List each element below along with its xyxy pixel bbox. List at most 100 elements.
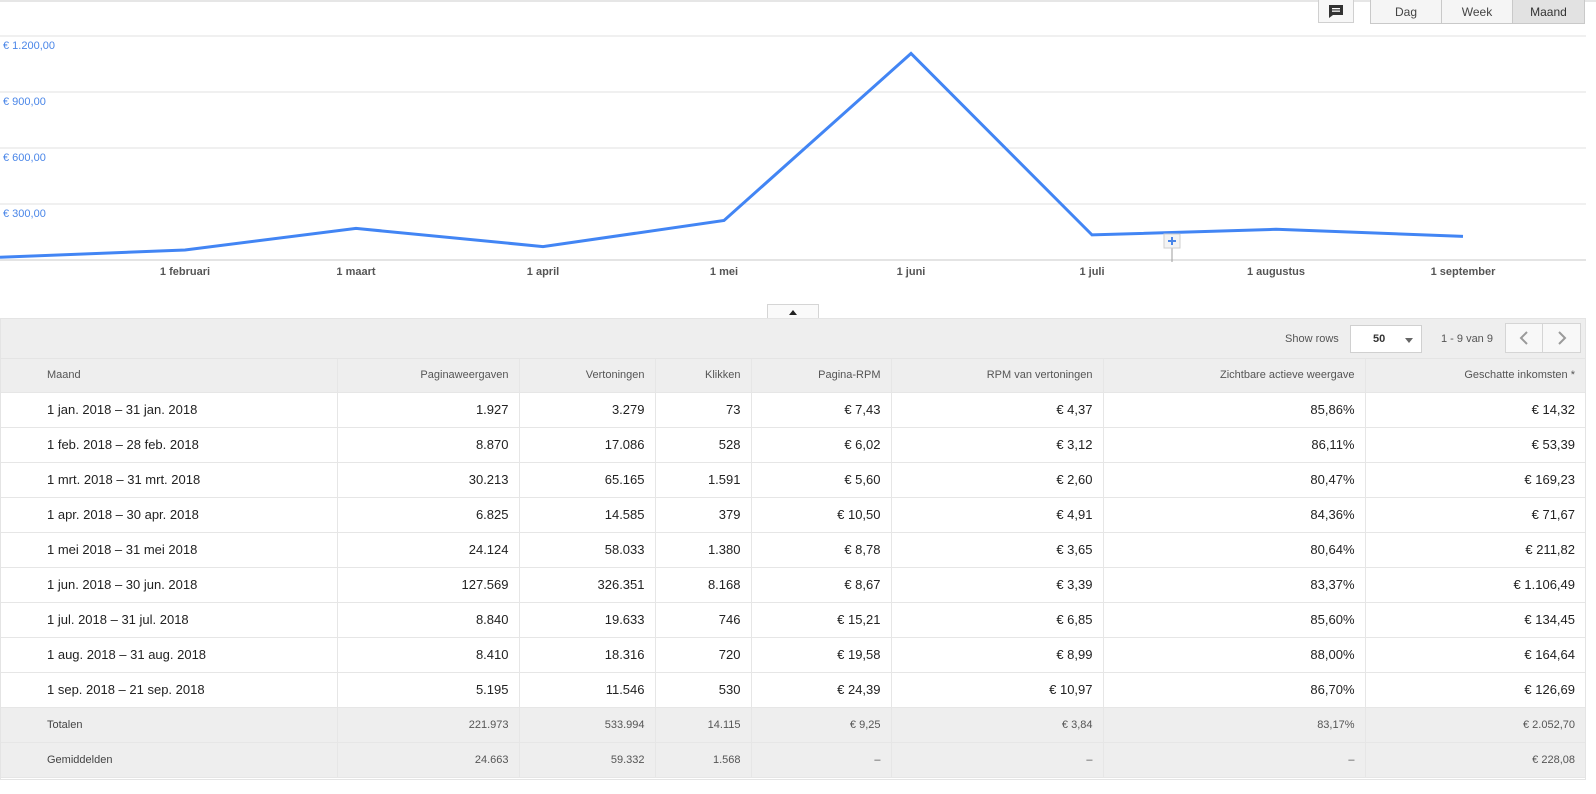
- cell-impression-rpm: € 3,65: [891, 532, 1104, 568]
- cell-pageviews: 127.569: [337, 567, 520, 603]
- cell-page-rpm: € 5,60: [751, 462, 892, 498]
- cell-month: 1 jan. 2018 – 31 jan. 2018: [1, 392, 338, 428]
- cell-month: 1 aug. 2018 – 31 aug. 2018: [1, 637, 338, 673]
- cell-month: 1 apr. 2018 – 30 apr. 2018: [1, 497, 338, 533]
- cell-month: 1 feb. 2018 – 28 feb. 2018: [1, 427, 338, 463]
- next-page-button[interactable]: [1543, 324, 1580, 352]
- cell-estimated-earnings: € 71,67: [1365, 497, 1585, 533]
- cell-clicks: 8.168: [655, 567, 752, 603]
- granularity-day-button[interactable]: Dag: [1371, 0, 1442, 23]
- table-row: 1 apr. 2018 – 30 apr. 2018 6.825 14.585 379…: [1, 497, 1585, 533]
- averages-cell: 24.663: [337, 742, 520, 778]
- cell-impressions: 58.033: [519, 532, 656, 568]
- pagination: [1505, 323, 1581, 353]
- x-tick-label: 1 augustus: [1247, 266, 1305, 278]
- cell-estimated-earnings: € 164,64: [1365, 637, 1585, 673]
- x-tick-label: 1 april: [527, 266, 559, 278]
- cell-impressions: 14.585: [519, 497, 656, 533]
- table-row: 1 jul. 2018 – 31 jul. 2018 8.840 19.633 746…: [1, 602, 1585, 638]
- cell-pageviews: 8.840: [337, 602, 520, 638]
- cell-page-rpm: € 15,21: [751, 602, 892, 638]
- cell-clicks: 379: [655, 497, 752, 533]
- table-row: 1 feb. 2018 – 28 feb. 2018 8.870 17.086 528…: [1, 427, 1585, 463]
- cell-clicks: 720: [655, 637, 752, 673]
- cell-page-rpm: € 8,78: [751, 532, 892, 568]
- cell-impressions: 3.279: [519, 392, 656, 428]
- cell-active-view-viewable: 83,37%: [1103, 567, 1366, 603]
- cell-page-rpm: € 8,67: [751, 567, 892, 603]
- cell-active-view-viewable: 80,47%: [1103, 462, 1366, 498]
- cell-impressions: 19.633: [519, 602, 656, 638]
- averages-cell: –: [891, 742, 1104, 778]
- column-header-impressions[interactable]: Vertoningen: [519, 359, 656, 393]
- cell-active-view-viewable: 84,36%: [1103, 497, 1366, 533]
- cell-impression-rpm: € 3,12: [891, 427, 1104, 463]
- chevron-left-icon: [1519, 331, 1528, 345]
- x-tick-label: 1 juli: [1079, 266, 1104, 278]
- table-row: 1 mrt. 2018 – 31 mrt. 2018 30.213 65.165 1.…: [1, 462, 1585, 498]
- averages-cell: 59.332: [519, 742, 656, 778]
- averages-row: Gemiddelden 24.663 59.332 1.568 – – – € …: [1, 742, 1585, 778]
- column-header-pageviews[interactable]: Paginaweergaven: [337, 359, 520, 393]
- revenue-line-chart: € 300,00 € 600,00 € 900,00 € 1.200,00 1 febr…: [0, 35, 1586, 278]
- cell-impressions: 65.165: [519, 462, 656, 498]
- cell-clicks: 73: [655, 392, 752, 428]
- cell-impression-rpm: € 4,37: [891, 392, 1104, 428]
- table-toolbar: Show rows 50 1 - 9 van 9: [1, 319, 1585, 359]
- cell-estimated-earnings: € 126,69: [1365, 672, 1585, 708]
- caret-up-icon: [789, 310, 797, 315]
- cell-clicks: 746: [655, 602, 752, 638]
- column-header-active-view-viewable[interactable]: Zichtbare actieve weergave: [1103, 359, 1366, 393]
- totals-cell: 533.994: [519, 707, 656, 743]
- chevron-right-icon: [1557, 331, 1566, 345]
- cell-impression-rpm: € 8,99: [891, 637, 1104, 673]
- totals-row: Totalen 221.973 533.994 14.115 € 9,25 € …: [1, 707, 1585, 743]
- cell-impression-rpm: € 6,85: [891, 602, 1104, 638]
- column-header-month[interactable]: Maand: [1, 359, 338, 393]
- plus-icon: [1168, 237, 1176, 245]
- cell-estimated-earnings: € 14,32: [1365, 392, 1585, 428]
- cell-impression-rpm: € 2,60: [891, 462, 1104, 498]
- cell-estimated-earnings: € 169,23: [1365, 462, 1585, 498]
- totals-cell: 14.115: [655, 707, 752, 743]
- cell-impressions: 18.316: [519, 637, 656, 673]
- cell-month: 1 sep. 2018 – 21 sep. 2018: [1, 672, 338, 708]
- totals-cell: 221.973: [337, 707, 520, 743]
- feedback-button[interactable]: [1318, 0, 1354, 23]
- cell-pageviews: 24.124: [337, 532, 520, 568]
- column-header-clicks[interactable]: Klikken: [655, 359, 752, 393]
- cell-impression-rpm: € 3,39: [891, 567, 1104, 603]
- cell-pageviews: 6.825: [337, 497, 520, 533]
- cell-page-rpm: € 19,58: [751, 637, 892, 673]
- cell-estimated-earnings: € 211,82: [1365, 532, 1585, 568]
- rows-per-page-select[interactable]: 50: [1350, 325, 1422, 353]
- collapse-chart-button[interactable]: [767, 304, 819, 319]
- previous-page-button[interactable]: [1506, 324, 1543, 352]
- x-tick-label: 1 mei: [710, 266, 738, 278]
- granularity-week-button[interactable]: Week: [1442, 0, 1513, 23]
- granularity-month-button[interactable]: Maand: [1513, 0, 1584, 23]
- cell-impression-rpm: € 4,91: [891, 497, 1104, 533]
- chevron-down-icon: [1405, 338, 1413, 343]
- y-tick-label: € 300,00: [3, 208, 46, 220]
- cell-page-rpm: € 6,02: [751, 427, 892, 463]
- cell-pageviews: 8.870: [337, 427, 520, 463]
- cell-pageviews: 1.927: [337, 392, 520, 428]
- show-rows-label: Show rows: [1285, 333, 1339, 345]
- y-tick-label: € 1.200,00: [3, 40, 55, 52]
- x-tick-label: 1 maart: [336, 266, 375, 278]
- averages-cell: –: [1103, 742, 1366, 778]
- report-table-panel: Show rows 50 1 - 9 van 9 Maand Paginawee…: [0, 318, 1586, 780]
- cell-impressions: 11.546: [519, 672, 656, 708]
- totals-cell: 83,17%: [1103, 707, 1366, 743]
- cell-month: 1 mrt. 2018 – 31 mrt. 2018: [1, 462, 338, 498]
- y-tick-label: € 600,00: [3, 152, 46, 164]
- table-header-row: Maand Paginaweergaven Vertoningen Klikke…: [1, 359, 1585, 393]
- cell-page-rpm: € 24,39: [751, 672, 892, 708]
- column-header-page-rpm[interactable]: Pagina-RPM: [751, 359, 892, 393]
- granularity-toggle: Dag Week Maand: [1370, 0, 1585, 24]
- column-header-estimated-earnings[interactable]: Geschatte inkomsten *: [1365, 359, 1585, 393]
- column-header-impression-rpm[interactable]: RPM van vertoningen: [891, 359, 1104, 393]
- top-divider: [0, 0, 1596, 2]
- x-tick-label: 1 september: [1431, 266, 1497, 278]
